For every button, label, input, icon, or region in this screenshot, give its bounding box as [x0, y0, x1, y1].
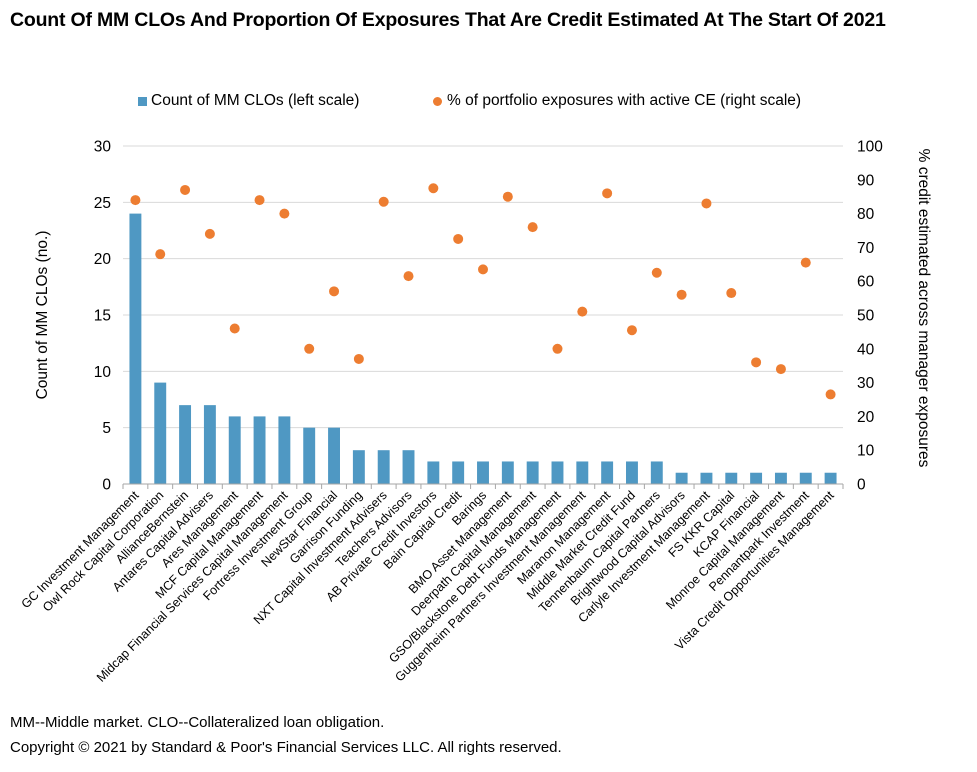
data-point: [701, 198, 712, 209]
bar: [377, 450, 390, 484]
data-point: [726, 288, 737, 299]
data-point: [651, 267, 662, 278]
footnote-definitions: MM--Middle market. CLO--Collateralized l…: [10, 714, 385, 731]
bar: [601, 461, 614, 484]
bar: [179, 405, 192, 484]
bar: [477, 461, 489, 484]
data-point: [453, 233, 464, 244]
legend-swatch-bar: [138, 96, 147, 106]
data-point: [800, 257, 811, 268]
bar: [129, 213, 142, 484]
y-left-tick-label: 10: [94, 364, 112, 381]
bar: [501, 461, 514, 484]
data-point: [180, 184, 191, 195]
y-right-tick-label: 0: [857, 477, 866, 494]
data-point: [279, 208, 290, 219]
bar: [551, 461, 564, 484]
y-right-tick-label: 40: [857, 341, 875, 358]
bar: [576, 461, 589, 484]
legend-label-ce: % of portfolio exposures with active CE …: [447, 92, 802, 109]
data-point: [428, 183, 439, 194]
bar: [650, 461, 663, 484]
bar: [452, 461, 465, 484]
data-point: [751, 357, 762, 368]
bar: [750, 472, 763, 484]
data-point: [378, 196, 389, 207]
bar: [824, 472, 837, 484]
bar: [278, 416, 291, 484]
bar: [700, 472, 713, 484]
bar: [253, 416, 266, 484]
data-point: [552, 343, 563, 354]
data-point: [478, 264, 488, 275]
bar: [774, 472, 787, 484]
y-right-tick-label: 20: [857, 409, 875, 426]
scatter-series: [130, 183, 836, 400]
legend-item-ce: % of portfolio exposures with active CE …: [433, 92, 801, 110]
chart-title: Count Of MM CLOs And Proportion Of Expos…: [10, 9, 886, 31]
bar: [675, 472, 688, 484]
bar: [799, 472, 812, 484]
footnote: MM--Middle market. CLO--Collateralized l…: [10, 710, 562, 760]
bar: [328, 427, 340, 484]
data-point: [775, 364, 786, 375]
gridlines: [123, 145, 843, 429]
data-point: [353, 353, 364, 364]
y-left-tick-label: 0: [102, 477, 111, 494]
bar: [402, 450, 415, 484]
bar: [303, 427, 316, 484]
data-point: [602, 188, 613, 199]
y-left-tick-label: 30: [94, 139, 112, 156]
y-right-tick-label: 10: [857, 443, 875, 460]
legend-item-count: Count of MM CLOs (left scale): [138, 92, 359, 110]
data-point: [229, 323, 240, 334]
y-left-tick-label: 25: [94, 195, 111, 212]
data-point: [130, 195, 141, 206]
bar: [352, 450, 365, 484]
bar: [526, 461, 539, 484]
data-point: [577, 306, 588, 317]
y-right-tick-label: 60: [857, 274, 875, 291]
data-point: [304, 343, 315, 354]
data-point: [676, 289, 687, 300]
y-axis-right: 0 10 20 30 40 50 60 70 80 90 100: [857, 139, 883, 494]
bar: [228, 416, 241, 484]
bar: [725, 472, 738, 484]
y-left-tick-label: 5: [102, 420, 111, 437]
bar: [154, 382, 167, 484]
data-point: [204, 228, 215, 239]
y-right-tick-label: 90: [857, 172, 875, 189]
copyright: Copyright © 2021 by Standard & Poor's Fi…: [10, 739, 562, 756]
bar: [427, 461, 440, 484]
bar-series: [129, 213, 837, 484]
x-axis: [122, 483, 844, 489]
data-point: [329, 286, 340, 297]
data-point: [527, 222, 538, 233]
legend: Count of MM CLOs (left scale) % of portf…: [0, 92, 977, 114]
y-right-tick-label: 50: [857, 308, 875, 325]
legend-label-count: Count of MM CLOs (left scale): [151, 92, 360, 109]
data-point: [254, 195, 265, 206]
y-right-tick-label: 70: [857, 240, 875, 257]
data-point: [155, 249, 166, 260]
y-left-tick-label: 20: [94, 251, 112, 268]
y-right-tick-label: 30: [857, 375, 875, 392]
y-left-tick-label: 15: [94, 308, 111, 325]
y-right-tick-label: 100: [857, 139, 883, 156]
y-axis-left: 0 5 10 15 20 25 30: [94, 139, 112, 494]
data-point: [626, 325, 637, 336]
bar: [203, 405, 216, 484]
y-axis-left-title: Count of MM CLOs (no.): [34, 231, 51, 400]
y-axis-right-title: % credit estimated across manager exposu…: [915, 149, 932, 468]
legend-swatch-dot: [433, 96, 442, 106]
data-point: [403, 271, 414, 282]
bar: [626, 461, 638, 484]
data-point: [825, 389, 836, 400]
data-point: [502, 191, 513, 202]
y-right-tick-label: 80: [857, 206, 875, 223]
